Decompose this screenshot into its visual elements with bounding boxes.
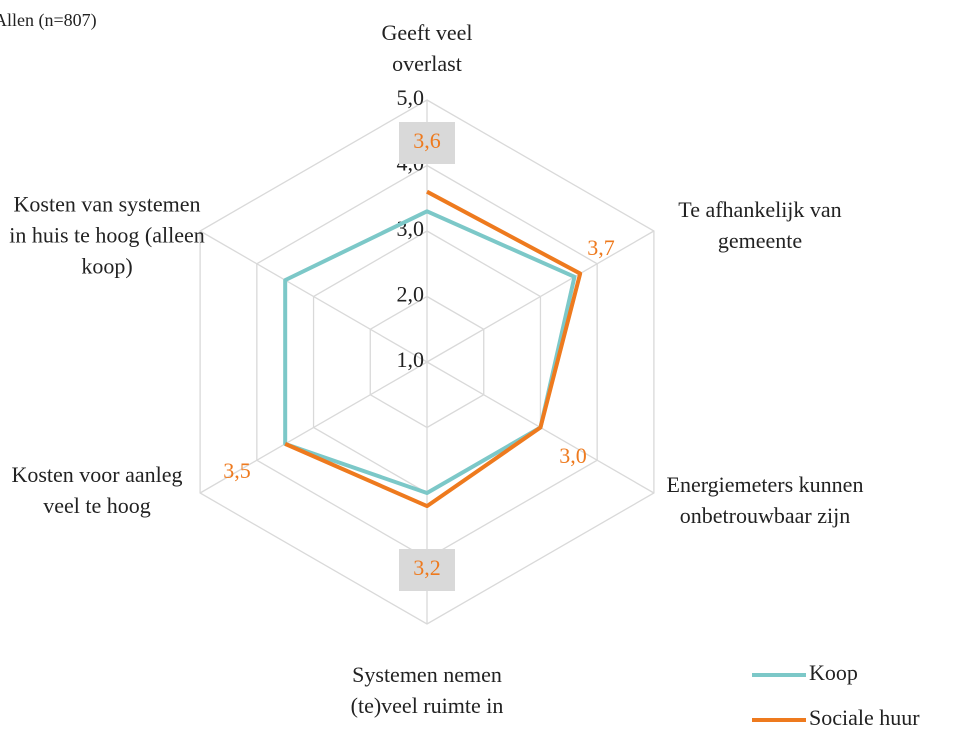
spoke <box>426 230 655 363</box>
spoke <box>199 230 428 363</box>
value-label: 3,7 <box>587 235 615 260</box>
r-tick-label: 1,0 <box>397 347 425 372</box>
value-label: 3,0 <box>559 443 587 468</box>
legend-label: Sociale huur <box>809 705 920 730</box>
spoke <box>199 361 428 494</box>
category-label: Systemen nemen (te)veel ruimte in <box>350 662 504 718</box>
value-label: 3,6 <box>413 128 441 153</box>
category-label: Kosten van systemen in huis te hoog (all… <box>9 191 205 279</box>
chart-title: Allen (n=807) <box>0 10 97 30</box>
category-label: Energiemeters kunnen onbetrouwbaar zijn <box>666 472 864 528</box>
value-label-box <box>399 122 455 164</box>
category-label: Te afhankelijk van gemeente <box>678 197 842 253</box>
series-line <box>283 209 577 495</box>
value-label: 3,5 <box>223 458 251 483</box>
category-label: Geeft veel overlast <box>381 20 473 76</box>
value-label: 3,2 <box>413 555 441 580</box>
r-tick-label: 5,0 <box>397 85 425 110</box>
r-tick-label: 2,0 <box>397 282 425 307</box>
value-label-box <box>399 549 455 591</box>
legend-label: Koop <box>809 660 858 685</box>
series-line <box>284 189 583 509</box>
category-label: Kosten voor aanleg veel te hoog <box>11 462 183 518</box>
